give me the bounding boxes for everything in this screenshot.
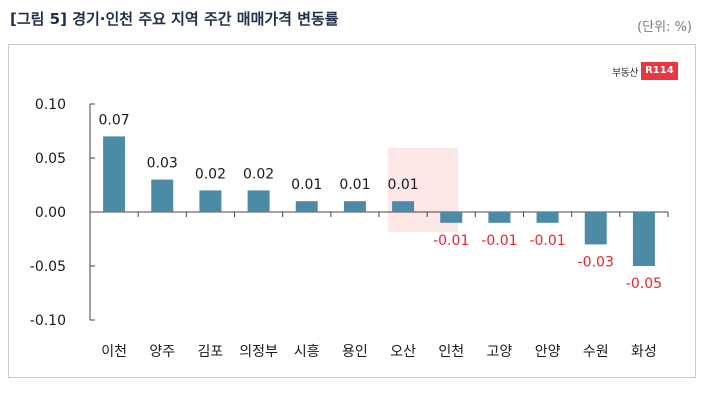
data-label: -0.05 [626, 276, 662, 292]
data-label: 0.03 [147, 156, 178, 172]
data-label: -0.01 [529, 233, 565, 249]
data-label: 0.07 [98, 112, 129, 128]
x-tick-label: 양주 [149, 344, 175, 360]
data-label: 0.01 [339, 177, 370, 193]
bar [247, 190, 270, 212]
x-tick-label: 인천 [438, 344, 464, 360]
x-tick-label: 수원 [583, 344, 609, 360]
y-tick-label: 0.05 [35, 151, 66, 167]
bar [392, 201, 415, 212]
x-tick-label: 이천 [101, 344, 127, 360]
x-tick-label: 용인 [342, 344, 368, 360]
bar [103, 136, 126, 212]
bar [151, 179, 174, 212]
x-tick-label: 김포 [198, 344, 224, 360]
x-tick-label: 안양 [535, 344, 561, 360]
y-tick-label: 0.10 [35, 97, 66, 113]
x-tick-label: 화성 [631, 344, 657, 360]
logo-badge: R114 [641, 62, 678, 80]
x-tick-label: 오산 [390, 344, 416, 360]
x-tick-label: 의정부 [239, 344, 278, 360]
data-label: 0.02 [243, 166, 274, 182]
logo-text: 부동산 [612, 67, 639, 79]
bar [295, 201, 318, 212]
y-tick-label: -0.10 [30, 313, 66, 329]
chart-title: [그림 5] 경기·인천 주요 지역 주간 매매가격 변동률 [10, 10, 339, 28]
y-tick-label: -0.05 [30, 259, 66, 275]
bar [536, 212, 559, 223]
bar [632, 212, 655, 266]
y-tick-label: 0.00 [35, 205, 66, 221]
bar [199, 190, 222, 212]
bar [584, 212, 607, 245]
data-label: 0.01 [291, 177, 322, 193]
data-label: -0.03 [578, 254, 614, 270]
chart-frame [8, 44, 696, 378]
data-label: -0.01 [481, 233, 517, 249]
data-label: 0.02 [195, 166, 226, 182]
unit-label: (단위: %) [637, 20, 692, 35]
data-label: -0.01 [433, 233, 469, 249]
data-label: 0.01 [387, 177, 418, 193]
bar [343, 201, 366, 212]
brand-logo: 부동산 R114 [612, 61, 678, 81]
x-tick-label: 고양 [487, 344, 513, 360]
x-tick-label: 시흥 [294, 344, 320, 360]
bar [440, 212, 463, 223]
bar [488, 212, 511, 223]
